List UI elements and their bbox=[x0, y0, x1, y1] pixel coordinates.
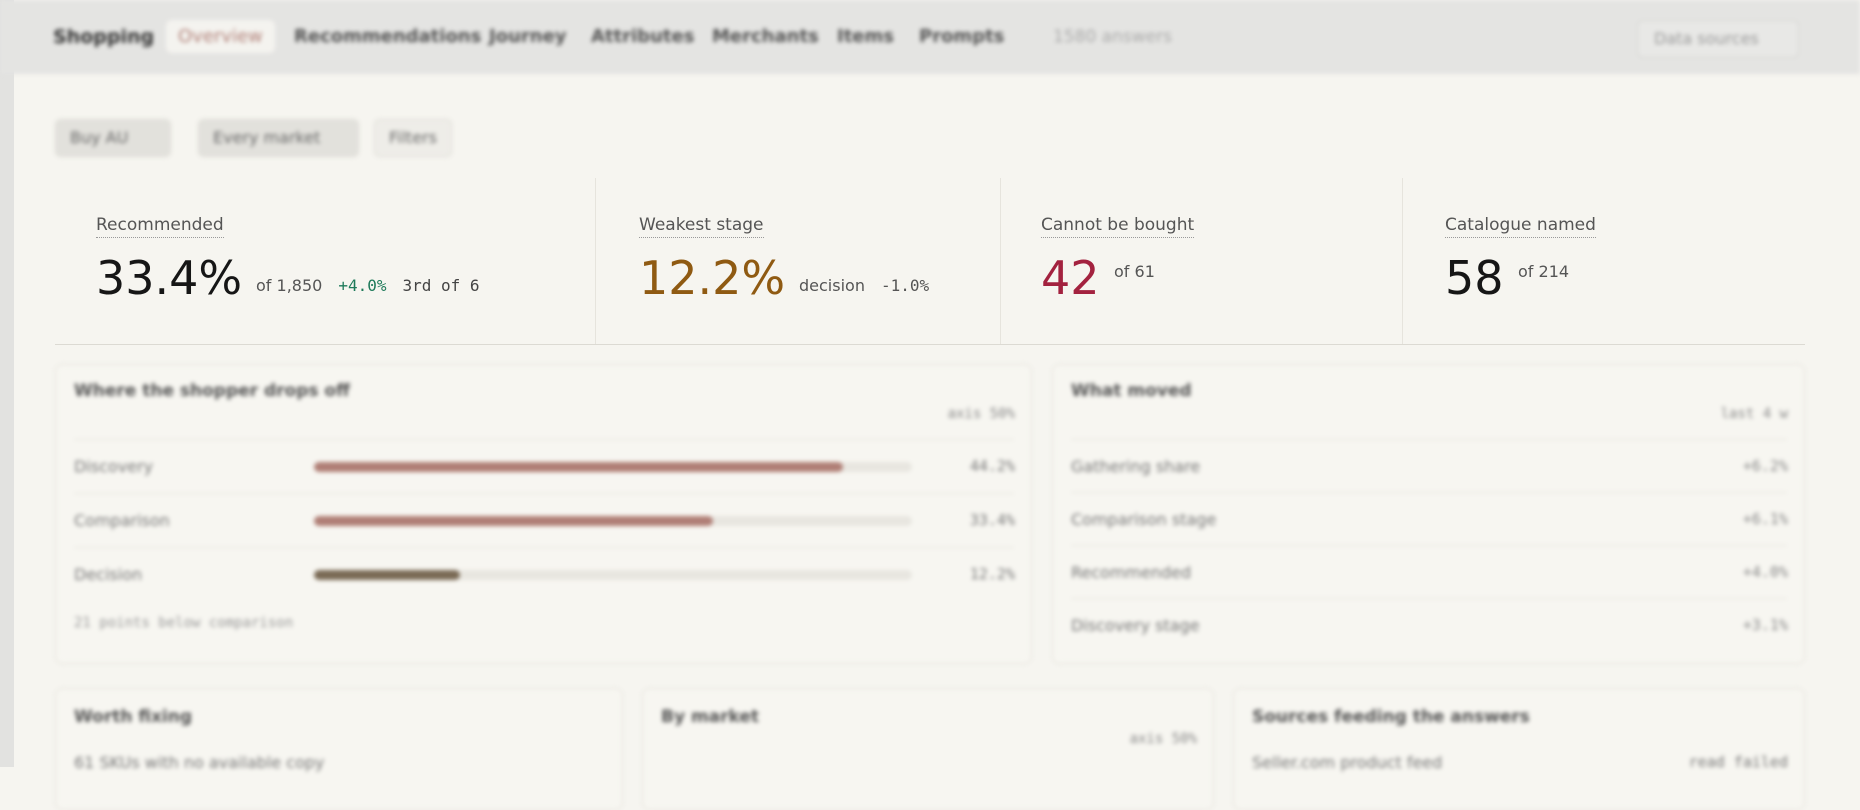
row-sep bbox=[1071, 545, 1787, 546]
nav-tab[interactable]: Journey bbox=[489, 26, 567, 47]
side-strip bbox=[0, 0, 14, 767]
card-title: By market bbox=[661, 707, 760, 727]
card-line: 61 SKUs with no available copy bbox=[74, 753, 325, 772]
bottom-card: By market axis 50% bbox=[642, 688, 1214, 810]
kpi-label: Weakest stage bbox=[639, 215, 764, 238]
kpi-label: Recommended bbox=[96, 215, 224, 238]
kpi-label: Cannot be bought bbox=[1041, 215, 1195, 238]
kpi-value: 12.2% bbox=[639, 251, 786, 305]
card-title: Where the shopper drops off bbox=[74, 381, 350, 401]
kpi-extra: of 1,850 +4.0% 3rd of 6 bbox=[256, 262, 480, 295]
nav-tab[interactable]: Merchants bbox=[712, 26, 819, 47]
filter-chip[interactable]: Filters bbox=[374, 119, 452, 157]
row-sep bbox=[74, 439, 1014, 440]
bar bbox=[314, 516, 714, 526]
nav-tab[interactable]: Items bbox=[837, 26, 894, 47]
stage-value: 12.2% bbox=[969, 565, 1015, 583]
basis-label: last 4 w bbox=[1720, 406, 1788, 422]
card-title: Sources feeding the answers bbox=[1252, 707, 1530, 727]
moved-name: Comparison stage bbox=[1071, 510, 1217, 529]
dropoff-card: Where the shopper drops off axis 50% Disco… bbox=[55, 364, 1032, 664]
row-sep bbox=[1071, 439, 1787, 440]
nav-tab[interactable]: Overview bbox=[166, 20, 275, 53]
note: 21 points below comparison bbox=[74, 615, 294, 631]
kpi-change: -1.0% bbox=[880, 276, 930, 295]
kpi-value: 33.4% bbox=[96, 251, 243, 305]
filter-chip[interactable]: Buy AU bbox=[55, 119, 171, 157]
card-status: read failed bbox=[1688, 753, 1788, 771]
moved-change: +6.1% bbox=[1742, 510, 1788, 528]
moved-change: +6.2% bbox=[1742, 457, 1788, 475]
card-line: axis 50% bbox=[1129, 731, 1197, 747]
filter-chip[interactable]: Every market bbox=[198, 119, 359, 157]
kpi-divider bbox=[1402, 178, 1403, 344]
kpi-divider bbox=[1000, 178, 1001, 344]
moved-name: Recommended bbox=[1071, 563, 1192, 582]
axis-label: axis 50% bbox=[947, 406, 1015, 422]
row-sep bbox=[1071, 598, 1787, 599]
moved-card: What moved last 4 w Gathering share +6.2% Co… bbox=[1052, 364, 1805, 664]
kpi-of: of 1,850 bbox=[256, 276, 323, 295]
nav-tab[interactable]: Prompts bbox=[919, 26, 1005, 47]
kpi-of: decision bbox=[799, 276, 865, 295]
stage-value: 44.2% bbox=[969, 457, 1015, 475]
card-line: Seller.com product feed bbox=[1252, 753, 1443, 772]
kpi-of: of 214 bbox=[1518, 262, 1570, 281]
kpi-divider bbox=[595, 178, 596, 344]
kpi-extra: of 61 bbox=[1114, 262, 1155, 281]
nav-tab[interactable]: Attributes bbox=[591, 26, 695, 47]
nav-tab[interactable]: Recommendations bbox=[294, 26, 482, 47]
bottom-card: Sources feeding the answers Seller.com pr… bbox=[1233, 688, 1805, 810]
kpi-label: Catalogue named bbox=[1445, 215, 1596, 238]
kpi-extra: of 214 bbox=[1518, 262, 1569, 281]
moved-change: +3.1% bbox=[1742, 616, 1788, 634]
answers-count: 1580 answers bbox=[1053, 27, 1172, 47]
card-title: Worth fixing bbox=[74, 707, 193, 727]
stage-value: 33.4% bbox=[969, 511, 1015, 529]
bar-track bbox=[314, 570, 912, 580]
row-sep bbox=[1071, 492, 1787, 493]
card-title: What moved bbox=[1071, 381, 1192, 401]
kpi-value: 58 bbox=[1445, 251, 1504, 305]
stage-name: Comparison bbox=[74, 511, 170, 530]
stage-name: Discovery bbox=[74, 457, 154, 476]
kpi-change: +4.0% bbox=[338, 276, 387, 295]
moved-name: Gathering share bbox=[1071, 457, 1201, 476]
kpi-rank: 3rd of 6 bbox=[402, 276, 480, 295]
kpi-border bbox=[55, 344, 1805, 345]
stage-name: Decision bbox=[74, 565, 143, 584]
bar bbox=[314, 570, 460, 580]
nav-bar: Shopping Overview Recommendations Journey At… bbox=[0, 0, 1860, 74]
kpi-of: of 61 bbox=[1114, 262, 1155, 281]
row-sep bbox=[74, 547, 1014, 548]
bar bbox=[314, 462, 843, 472]
bottom-card: Worth fixing 61 SKUs with no available co… bbox=[55, 688, 623, 810]
data-sources-button[interactable]: Data sources bbox=[1637, 20, 1799, 58]
nav-section[interactable]: Shopping bbox=[53, 26, 155, 48]
moved-change: +4.0% bbox=[1742, 563, 1788, 581]
kpi-extra: decision -1.0% bbox=[799, 262, 929, 295]
moved-name: Discovery stage bbox=[1071, 616, 1200, 635]
row-sep bbox=[74, 493, 1014, 494]
kpi-value: 42 bbox=[1041, 251, 1100, 305]
